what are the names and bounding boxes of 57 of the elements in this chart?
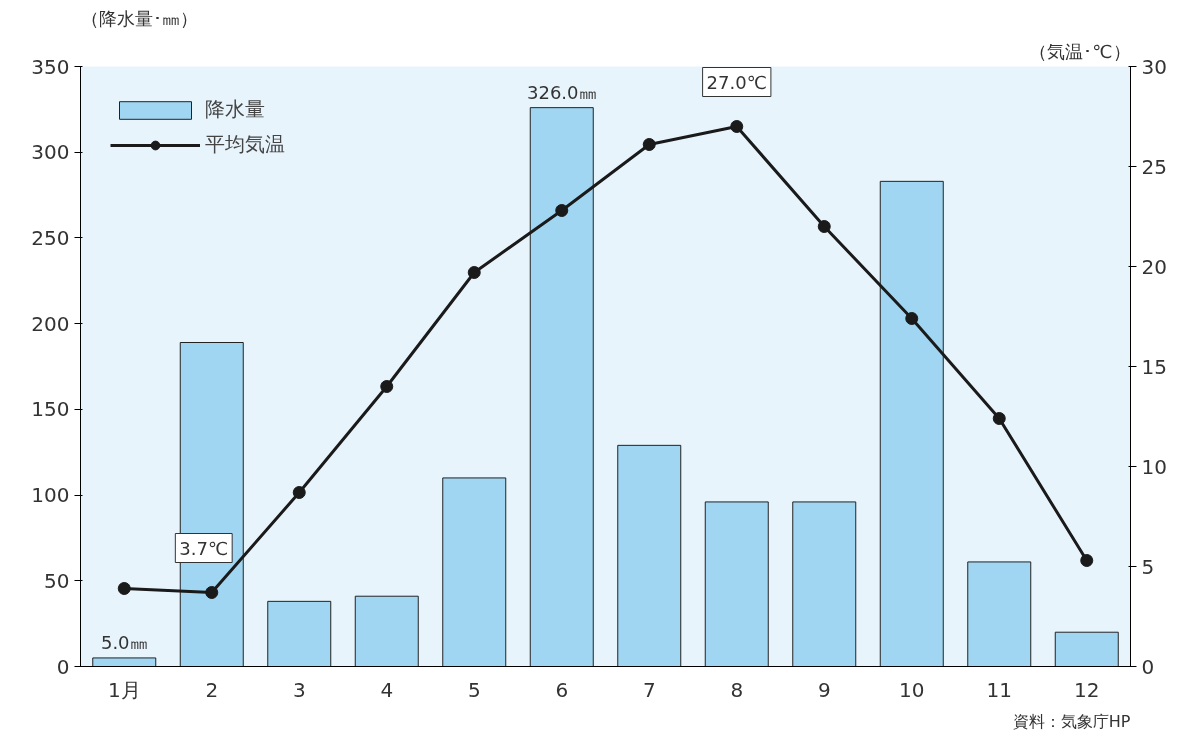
x-tick-label: 11 [986, 677, 1012, 702]
y2-tick-label: 20 [1141, 254, 1167, 279]
point [555, 204, 569, 217]
text: 資料：気象庁HP [1012, 711, 1131, 731]
x-tick-label: 9 [817, 677, 831, 702]
y-tick-label: 350 [31, 54, 70, 79]
y-tick-label: 0 [56, 654, 70, 679]
y2-tick-label: 5 [1141, 554, 1155, 579]
y2-axis-title: （気温･℃） [1029, 40, 1131, 62]
y-tick-label: 150 [31, 397, 70, 422]
data-label: 326.0㎜ [526, 81, 597, 103]
x-tick-label: 1月 [107, 677, 141, 702]
point [642, 138, 656, 151]
x-tick-label: 6 [555, 677, 569, 702]
y2-tick-label: 25 [1141, 154, 1167, 179]
point [380, 380, 394, 393]
data-label: 3.7℃ [179, 537, 229, 559]
x-tick-label: 7 [642, 677, 656, 702]
y-tick-label: 300 [31, 140, 70, 165]
point [1080, 554, 1094, 567]
legend-label: 平均気温 [205, 131, 285, 158]
point [905, 312, 919, 325]
x-tick-label: 12 [1074, 677, 1100, 702]
bar [967, 561, 1032, 667]
bar [267, 600, 332, 667]
bar [442, 477, 507, 667]
x-tick-label: 5 [467, 677, 481, 702]
bar [704, 501, 769, 667]
bar [1054, 631, 1119, 667]
data-label: 5.0㎜ [100, 631, 148, 653]
bar [617, 444, 682, 667]
data-label: 27.0℃ [706, 71, 767, 93]
y2-tick-label: 15 [1141, 354, 1167, 379]
y-tick-label: 100 [31, 483, 70, 508]
y2-tick-label: 10 [1141, 454, 1167, 479]
legend-label: 降水量 [205, 96, 265, 123]
y-tick-label: 250 [31, 225, 70, 250]
x-tick-label: 2 [205, 677, 219, 702]
point [992, 412, 1006, 425]
y-tick-label: 200 [31, 311, 70, 336]
point [117, 582, 131, 595]
y2-tick-label: 30 [1141, 54, 1167, 79]
x-tick-label: 4 [380, 677, 394, 702]
x-tick-label: 10 [899, 677, 925, 702]
bar [92, 657, 157, 667]
y2-tick-label: 0 [1141, 654, 1155, 679]
point [205, 586, 219, 599]
y-axis-title: （降水量･㎜） [80, 7, 198, 29]
point [467, 266, 481, 279]
point [730, 120, 744, 133]
x-tick-label: 3 [292, 677, 306, 702]
point [292, 486, 306, 499]
x-tick-label: 8 [730, 677, 744, 702]
bar [792, 501, 857, 667]
point [817, 220, 831, 233]
bar [354, 595, 419, 667]
y-tick-label: 50 [44, 568, 70, 593]
